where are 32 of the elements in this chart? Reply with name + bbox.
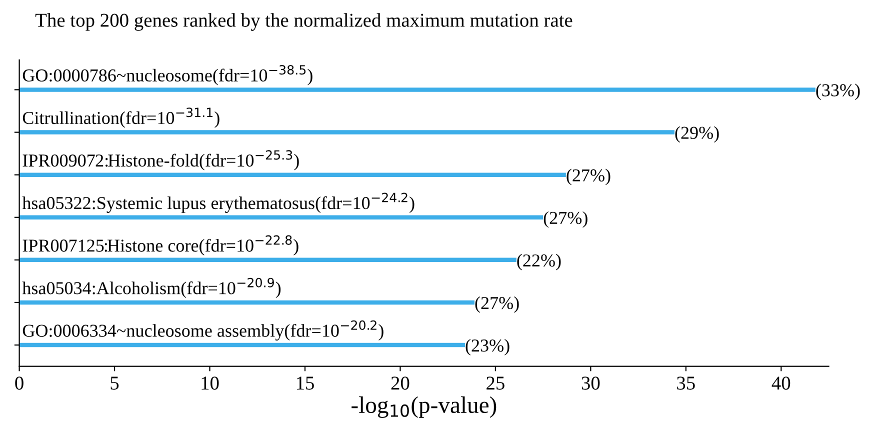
y-tick-label: Citrullination(fdr=10$^{−31.1}$) [22, 108, 220, 128]
x-tick-label: 25 [486, 376, 504, 390]
annotation: (27%) [566, 168, 610, 186]
bar [19, 130, 674, 134]
x-tick-label: 40 [772, 376, 790, 390]
y-tick-label: hsa05034:Alcoholism(fdr=10$^{−20.9}$) [22, 278, 281, 298]
bar [19, 300, 474, 305]
x-tick-label: 35 [677, 376, 695, 390]
x-tick-label: 30 [582, 376, 600, 390]
x-axis-title: -log$_{10}$(p-value) [352, 396, 496, 418]
y-tick-label: GO:0000786~nucleosome(fdr=10$^{−38.5}$) [22, 65, 312, 86]
annotation: (27%) [544, 211, 588, 228]
bar [19, 258, 516, 262]
y-tick-label: IPR007125:Histone core(fdr=10$^{−22.8}$) [22, 235, 298, 256]
x-tick-label: 5 [110, 376, 119, 390]
y-tick-label: GO:0006334~nucleosome assembly(fdr=10$^{−20.2}$) [22, 320, 384, 341]
annotation: (27%) [475, 296, 519, 313]
y-tick-label: hsa05322:Systemic lupus erythematosus(fdr=10$^{−24.2}$) [22, 192, 414, 213]
x-tick-label: 15 [296, 376, 314, 390]
x-tick-label: 20 [391, 376, 410, 390]
bar [19, 88, 816, 92]
annotation: (23%) [466, 338, 510, 356]
x-tick-label: 0 [15, 376, 24, 390]
y-tick-label: IPR009072:Histone-fold(fdr=10$^{−25.3}$) [22, 150, 299, 170]
bar [19, 172, 566, 177]
chart-title: The top 200 genes ranked by the normalized maximum mutation rate [35, 13, 572, 31]
bar [19, 215, 544, 220]
annotation: (33%) [816, 84, 860, 100]
x-tick-label: 10 [202, 376, 219, 390]
annotation: (29%) [675, 126, 719, 143]
annotation: (22%) [517, 254, 561, 270]
bar [19, 342, 465, 348]
